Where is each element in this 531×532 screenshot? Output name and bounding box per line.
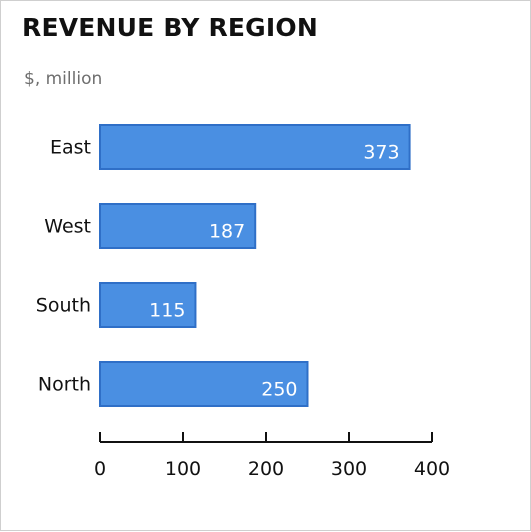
value-label-east: 373 xyxy=(363,142,399,164)
x-tick-label-0: 0 xyxy=(94,458,106,480)
x-tick-label-200: 200 xyxy=(248,458,284,480)
bar-south xyxy=(99,282,197,328)
bar-east xyxy=(99,124,411,170)
value-label-north: 250 xyxy=(261,379,297,401)
x-tick-label-100: 100 xyxy=(165,458,201,480)
value-label-south: 115 xyxy=(149,300,185,322)
bar-north xyxy=(99,361,309,407)
category-label-east: East xyxy=(50,137,91,159)
value-label-west: 187 xyxy=(209,221,245,243)
chart-subtitle: $, million xyxy=(24,69,103,89)
x-tick-label-400: 400 xyxy=(414,458,450,480)
bar-west xyxy=(99,203,257,249)
chart-title: REVENUE BY REGION xyxy=(22,13,318,42)
category-label-west: West xyxy=(44,216,91,238)
category-label-south: South xyxy=(36,295,91,317)
category-label-north: North xyxy=(38,374,91,396)
x-tick-label-300: 300 xyxy=(331,458,367,480)
